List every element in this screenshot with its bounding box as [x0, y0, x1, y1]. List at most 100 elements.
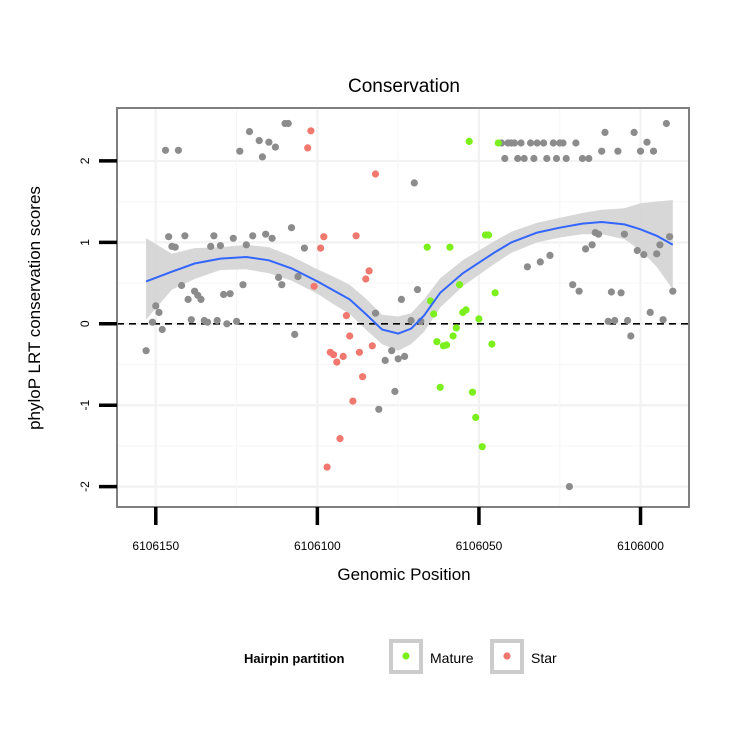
point-star	[310, 282, 318, 290]
point-other	[562, 154, 570, 163]
legend-entry-mature: Mature	[389, 639, 474, 674]
point-other	[662, 119, 671, 128]
point-other	[171, 243, 179, 251]
point-other	[220, 290, 228, 299]
point-other	[588, 241, 596, 249]
point-other	[142, 347, 150, 355]
point-other	[375, 405, 383, 413]
point-other	[394, 355, 402, 363]
point-star	[304, 144, 312, 152]
point-other	[284, 119, 292, 128]
plot-border	[116, 107, 690, 508]
point-mature	[436, 383, 444, 391]
point-other	[617, 289, 625, 297]
point-star	[355, 348, 363, 356]
point-other	[549, 139, 557, 147]
point-mature	[485, 231, 493, 239]
point-other	[233, 317, 241, 325]
point-star	[365, 267, 373, 275]
point-other	[559, 139, 567, 147]
point-other	[229, 234, 237, 242]
point-other	[540, 139, 548, 147]
plot-background	[117, 108, 689, 507]
point-other	[552, 154, 561, 163]
point-other	[226, 290, 234, 298]
point-other	[575, 287, 583, 295]
legend-label-star: Star	[531, 650, 557, 666]
point-other	[265, 138, 273, 146]
point-other	[611, 316, 619, 325]
y-tick-label: 2	[78, 157, 92, 164]
point-other	[407, 316, 415, 325]
point-other	[501, 154, 509, 163]
point-other	[174, 146, 182, 154]
point-other	[565, 483, 574, 491]
point-star	[320, 233, 328, 241]
point-star	[317, 244, 325, 252]
point-star	[307, 127, 315, 135]
point-other	[249, 232, 257, 240]
point-other	[216, 242, 224, 250]
point-mature	[443, 341, 451, 349]
smooth-curve	[145, 220, 674, 335]
point-mature	[433, 338, 441, 346]
point-other	[258, 153, 266, 161]
x-tick-label: 6106150	[132, 539, 179, 553]
point-other	[371, 309, 380, 317]
point-other	[255, 137, 263, 145]
point-mature	[446, 243, 454, 251]
point-other	[666, 233, 674, 241]
plot-area	[117, 108, 689, 507]
point-other	[624, 316, 632, 325]
point-star	[349, 397, 357, 405]
point-other	[607, 288, 616, 296]
point-other	[155, 308, 163, 316]
point-mature	[478, 443, 486, 451]
point-star	[333, 358, 341, 366]
y-axis-label: phyloP LRT conservation scores	[25, 186, 44, 430]
point-star	[336, 435, 344, 443]
point-other	[207, 242, 215, 250]
grid-lines	[117, 108, 689, 507]
point-other	[413, 286, 422, 294]
point-other	[294, 273, 302, 281]
point-star	[346, 332, 354, 340]
loess-line	[145, 220, 674, 335]
point-other	[223, 320, 231, 328]
point-mature	[475, 315, 483, 323]
point-other	[656, 241, 664, 249]
point-other	[187, 316, 195, 324]
point-mature	[491, 289, 499, 297]
point-star	[329, 351, 338, 359]
point-other	[239, 281, 247, 289]
point-other	[268, 234, 276, 242]
point-other	[300, 244, 308, 252]
point-other	[161, 146, 170, 154]
y-tick-label: 0	[78, 320, 92, 327]
legend-entry-star: Star	[490, 639, 557, 674]
point-other	[275, 273, 283, 281]
point-mature	[423, 243, 431, 251]
point-other	[391, 387, 399, 395]
point-mature	[465, 137, 473, 145]
point-other	[649, 147, 658, 155]
point-other	[604, 317, 612, 325]
x-tick-label: 6106100	[294, 539, 341, 553]
y-tick-label: -2	[78, 481, 92, 492]
point-other	[203, 318, 212, 326]
point-mature	[462, 306, 470, 314]
point-other	[630, 128, 638, 136]
point-other	[242, 241, 250, 249]
point-other	[659, 316, 667, 324]
point-other	[287, 224, 296, 232]
point-mature	[494, 139, 502, 147]
point-other	[210, 232, 218, 240]
point-other	[627, 332, 635, 340]
point-other	[640, 251, 648, 259]
y-tick-label: 1	[78, 239, 92, 246]
point-star	[323, 463, 331, 471]
point-other	[236, 147, 244, 155]
point-other	[514, 154, 522, 163]
point-other	[530, 154, 538, 163]
